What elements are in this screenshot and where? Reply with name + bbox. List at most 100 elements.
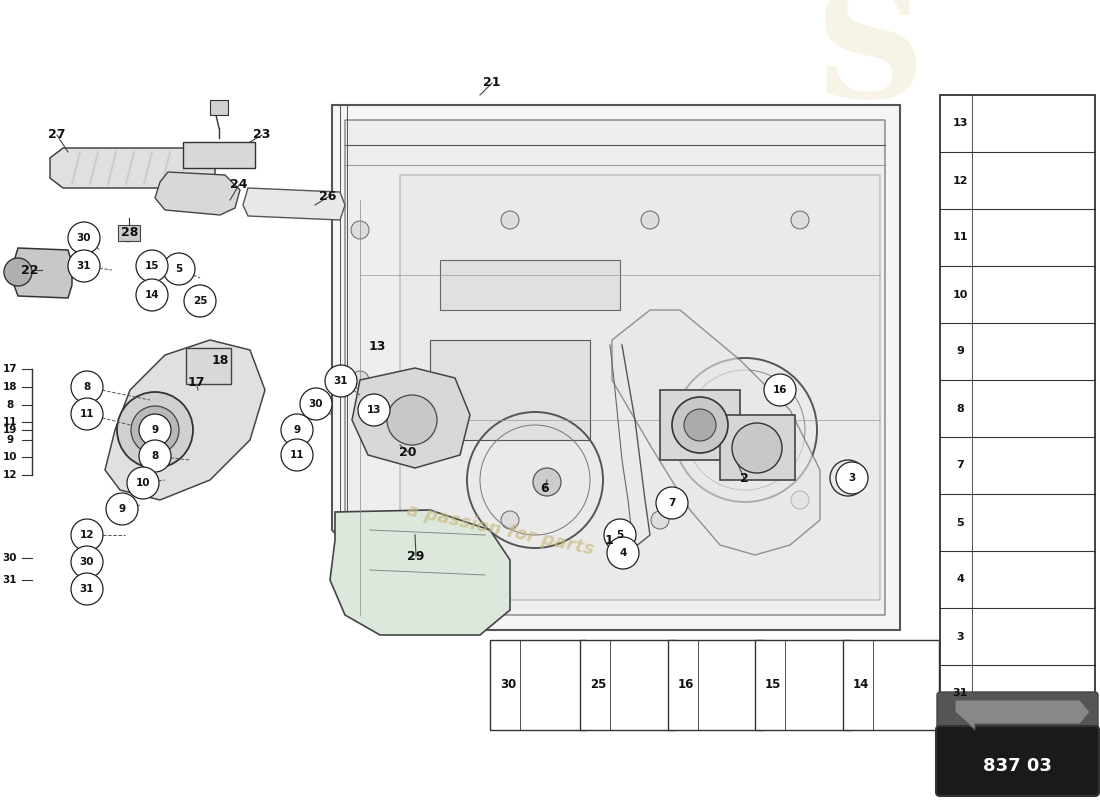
Bar xyxy=(940,95,1094,722)
Bar xyxy=(430,340,590,440)
Circle shape xyxy=(136,279,168,311)
Text: 11: 11 xyxy=(289,450,305,460)
Text: 4: 4 xyxy=(619,548,627,558)
Polygon shape xyxy=(612,310,820,555)
Text: 5: 5 xyxy=(616,530,624,540)
Text: 3: 3 xyxy=(956,631,964,642)
Circle shape xyxy=(72,573,103,605)
Bar xyxy=(843,640,939,730)
Text: 2: 2 xyxy=(739,471,748,485)
Text: 17: 17 xyxy=(2,364,18,374)
Text: 9: 9 xyxy=(956,346,964,357)
Circle shape xyxy=(117,392,192,468)
Circle shape xyxy=(791,211,808,229)
Circle shape xyxy=(4,258,32,286)
Text: 7: 7 xyxy=(669,498,675,508)
Text: 30: 30 xyxy=(499,678,516,691)
Text: 3: 3 xyxy=(848,473,856,483)
Circle shape xyxy=(684,409,716,441)
Polygon shape xyxy=(352,368,470,468)
Circle shape xyxy=(607,537,639,569)
Circle shape xyxy=(163,253,195,285)
Circle shape xyxy=(280,414,314,446)
Bar xyxy=(668,640,764,730)
Circle shape xyxy=(139,440,170,472)
Text: 31: 31 xyxy=(79,584,95,594)
Text: 31: 31 xyxy=(953,689,968,698)
Circle shape xyxy=(131,406,179,454)
Circle shape xyxy=(300,388,332,420)
Bar xyxy=(490,640,586,730)
Text: 13: 13 xyxy=(366,405,382,415)
Text: 30: 30 xyxy=(79,557,95,567)
Circle shape xyxy=(651,511,669,529)
Text: 12: 12 xyxy=(953,175,968,186)
Text: 8: 8 xyxy=(956,403,964,414)
Text: 23: 23 xyxy=(253,129,271,142)
Text: 4: 4 xyxy=(956,574,964,585)
Bar xyxy=(580,640,676,730)
Text: 12: 12 xyxy=(79,530,95,540)
Circle shape xyxy=(184,285,216,317)
Circle shape xyxy=(732,423,782,473)
Bar xyxy=(186,348,231,384)
Circle shape xyxy=(324,365,358,397)
Polygon shape xyxy=(330,510,510,635)
Text: 14: 14 xyxy=(145,290,160,300)
Circle shape xyxy=(500,511,519,529)
Circle shape xyxy=(764,374,796,406)
Circle shape xyxy=(358,394,390,426)
Circle shape xyxy=(68,222,100,254)
Polygon shape xyxy=(50,148,215,188)
Circle shape xyxy=(351,371,369,389)
Text: 10: 10 xyxy=(953,290,968,299)
Bar xyxy=(660,390,740,460)
Circle shape xyxy=(72,546,103,578)
Text: 12: 12 xyxy=(2,470,18,480)
Text: 10: 10 xyxy=(135,478,151,488)
Text: 25: 25 xyxy=(590,678,606,691)
Text: 17: 17 xyxy=(187,375,205,389)
Text: 11: 11 xyxy=(953,233,968,242)
Text: 24: 24 xyxy=(230,178,248,191)
Bar xyxy=(183,142,255,168)
Bar xyxy=(210,100,228,115)
Text: 28: 28 xyxy=(121,226,139,238)
Text: 31: 31 xyxy=(950,746,966,755)
Circle shape xyxy=(126,467,160,499)
Text: 15: 15 xyxy=(764,678,781,691)
Text: 26: 26 xyxy=(319,190,337,203)
Text: 13: 13 xyxy=(368,341,386,354)
FancyBboxPatch shape xyxy=(936,726,1099,796)
Bar xyxy=(940,722,1018,779)
Text: 5: 5 xyxy=(175,264,183,274)
Text: 19: 19 xyxy=(3,425,18,435)
Text: 18: 18 xyxy=(211,354,229,366)
Text: 837 03: 837 03 xyxy=(983,757,1052,775)
Text: 11: 11 xyxy=(2,417,18,427)
Circle shape xyxy=(72,398,103,430)
Circle shape xyxy=(136,250,168,282)
Text: 21: 21 xyxy=(483,77,500,90)
Circle shape xyxy=(791,491,808,509)
Circle shape xyxy=(604,519,636,551)
Polygon shape xyxy=(104,340,265,500)
Bar xyxy=(755,640,851,730)
Text: 9: 9 xyxy=(152,425,158,435)
Circle shape xyxy=(72,371,103,403)
Text: 8: 8 xyxy=(152,451,158,461)
Circle shape xyxy=(836,462,868,494)
Circle shape xyxy=(280,439,314,471)
Polygon shape xyxy=(14,248,72,298)
Text: 29: 29 xyxy=(407,550,425,562)
Text: a passion for parts: a passion for parts xyxy=(405,502,595,558)
Text: 27: 27 xyxy=(48,129,66,142)
Circle shape xyxy=(672,397,728,453)
Polygon shape xyxy=(155,172,240,215)
Text: 22: 22 xyxy=(21,263,38,277)
Circle shape xyxy=(534,468,561,496)
Bar xyxy=(720,415,795,480)
Circle shape xyxy=(106,493,138,525)
Text: 31: 31 xyxy=(2,575,18,585)
Polygon shape xyxy=(955,700,1090,730)
